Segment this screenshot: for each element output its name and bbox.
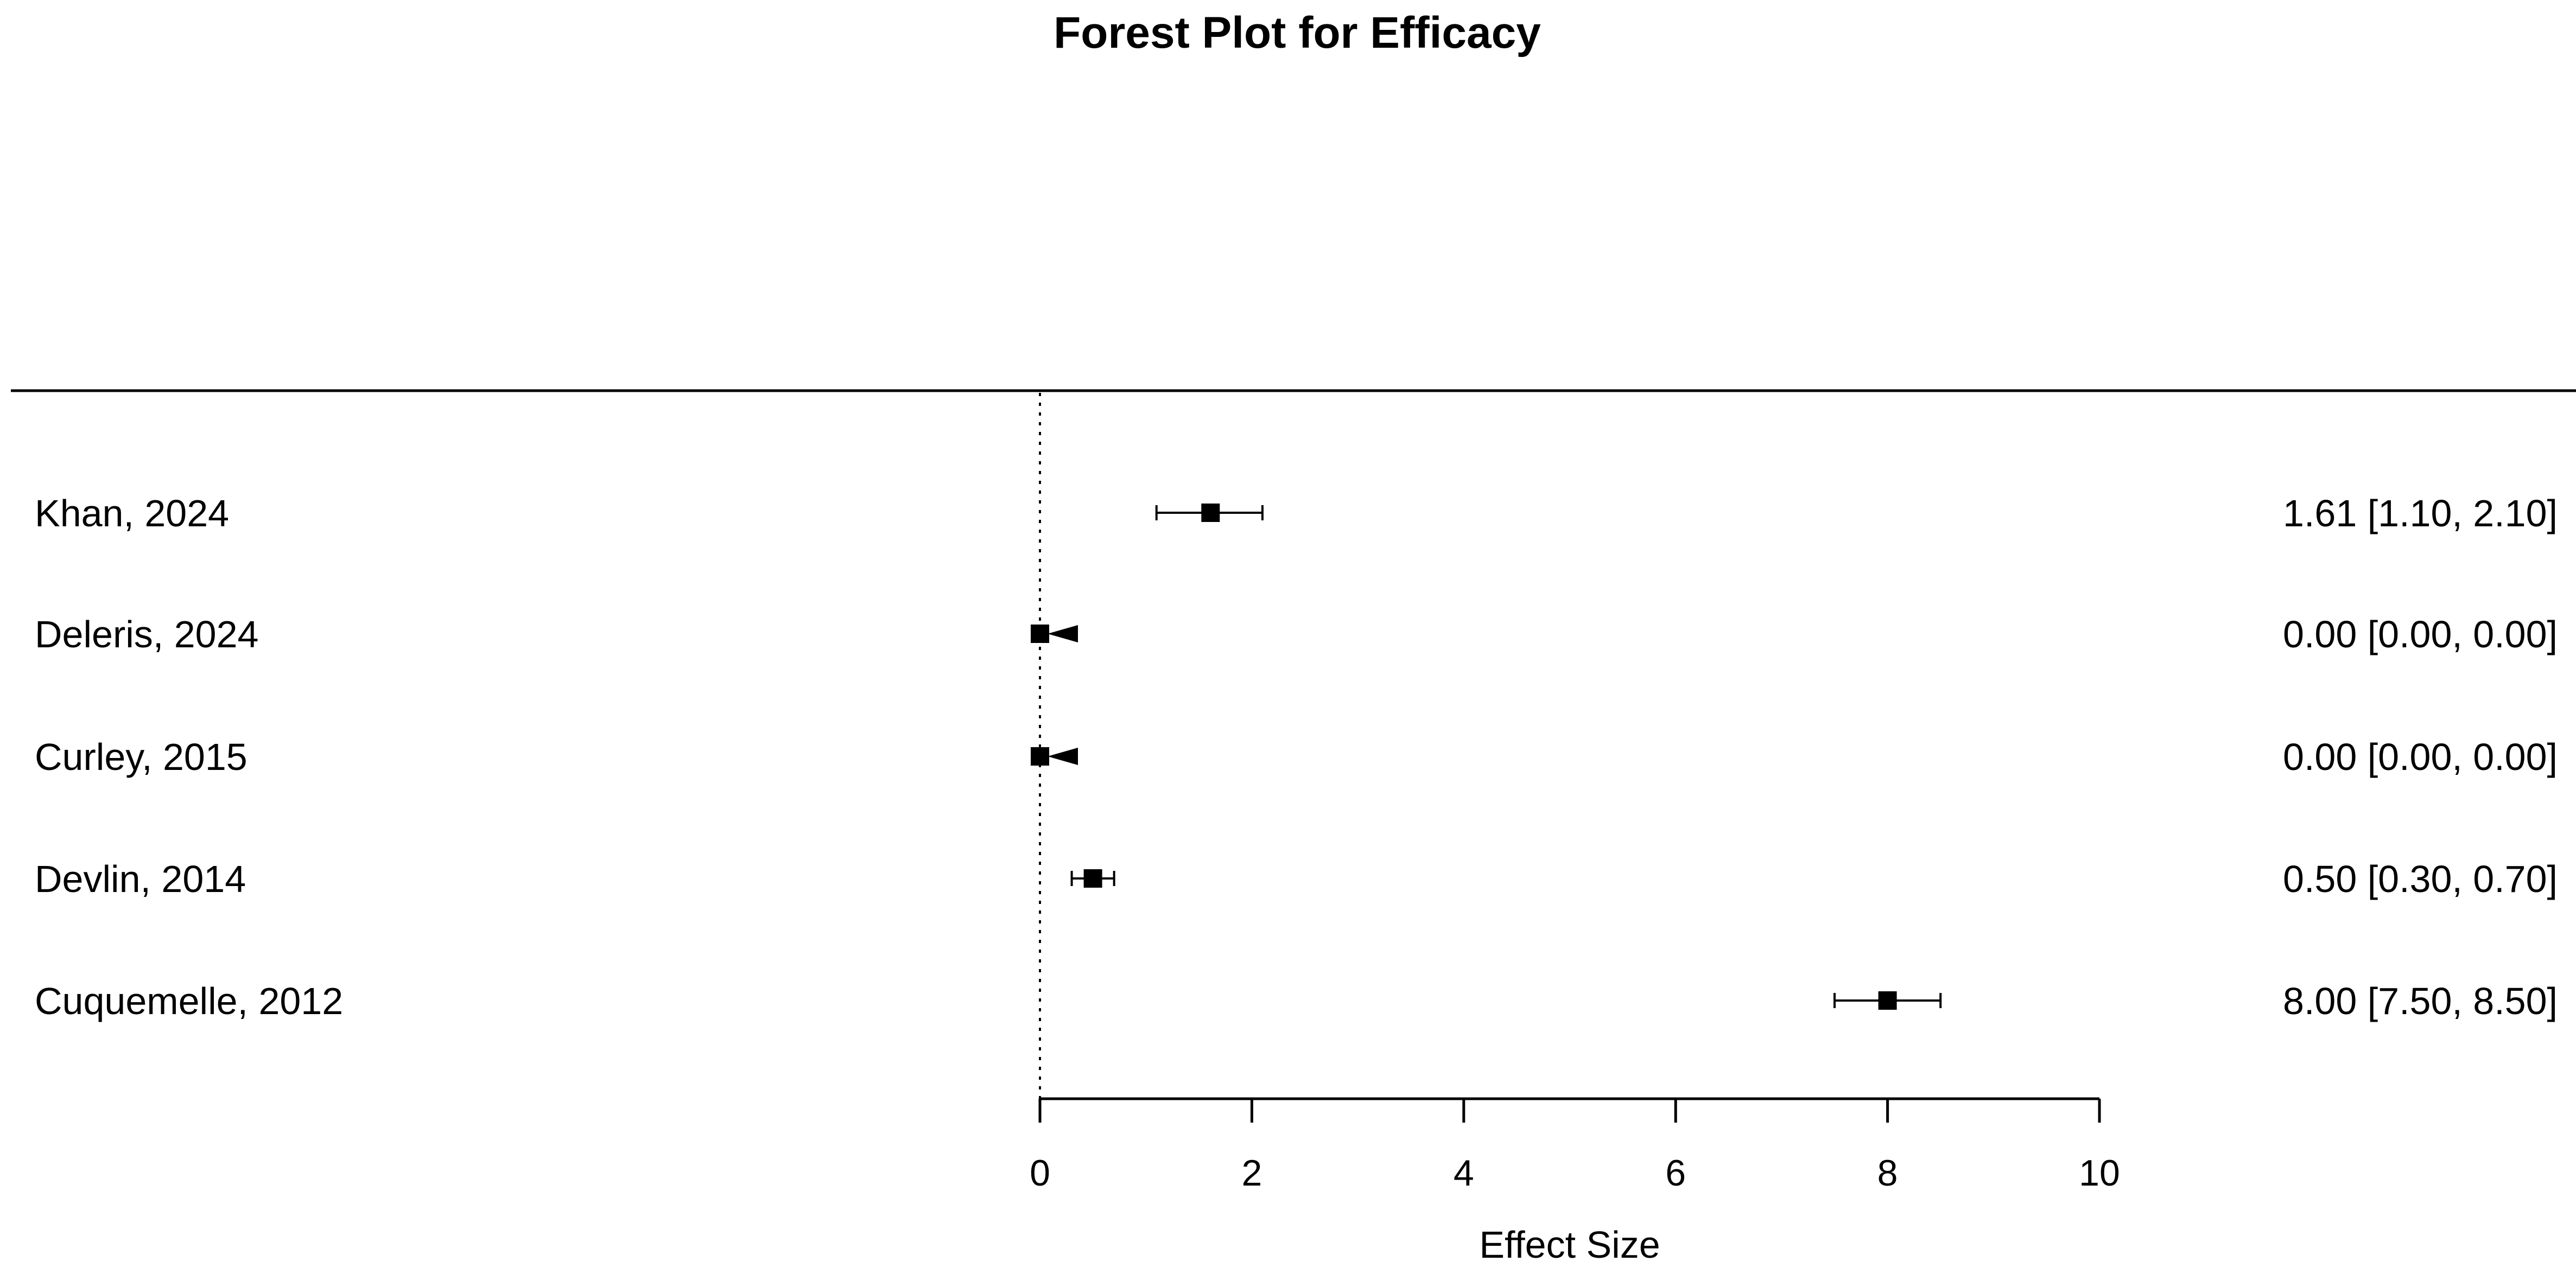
x-tick-label: 8	[1877, 1152, 1898, 1194]
estimate-ci-text: 8.00 [7.50, 8.50]	[2283, 980, 2558, 1022]
chart-title: Forest Plot for Efficacy	[1054, 8, 1541, 58]
x-axis: 0 2 4 6 8 10	[1030, 1097, 2120, 1194]
point-estimate	[1031, 625, 1049, 643]
x-tick-label: 4	[1454, 1152, 1474, 1194]
study-row: Curley, 2015 0.00 [0.00, 0.00]	[35, 736, 2558, 778]
estimate-ci-text: 1.61 [1.10, 2.10]	[2283, 492, 2558, 534]
x-tick-label: 10	[2079, 1152, 2120, 1194]
study-row: Deleris, 2024 0.00 [0.00, 0.00]	[35, 613, 2558, 655]
point-estimate	[1201, 504, 1220, 522]
study-label: Cuquemelle, 2012	[35, 980, 343, 1022]
point-estimate	[1878, 991, 1897, 1010]
estimate-ci-text: 0.50 [0.30, 0.70]	[2283, 858, 2558, 900]
x-tick-label: 6	[1665, 1152, 1686, 1194]
ci-arrow	[1048, 625, 1078, 642]
point-estimate	[1031, 747, 1049, 766]
x-tick-label: 0	[1030, 1152, 1050, 1194]
x-tick-label: 2	[1241, 1152, 1262, 1194]
estimate-ci-text: 0.00 [0.00, 0.00]	[2283, 736, 2558, 778]
study-label: Devlin, 2014	[35, 858, 246, 900]
point-estimate	[1083, 869, 1102, 888]
study-row: Khan, 2024 1.61 [1.10, 2.10]	[35, 492, 2558, 534]
study-row: Cuquemelle, 2012 8.00 [7.50, 8.50]	[35, 980, 2558, 1022]
estimate-ci-text: 0.00 [0.00, 0.00]	[2283, 613, 2558, 655]
study-row: Devlin, 2014 0.50 [0.30, 0.70]	[35, 858, 2558, 900]
study-label: Curley, 2015	[35, 736, 248, 778]
study-label: Deleris, 2024	[35, 613, 258, 655]
x-axis-title: Effect Size	[1479, 1224, 1660, 1266]
ci-arrow	[1048, 748, 1078, 765]
study-label: Khan, 2024	[35, 492, 229, 534]
